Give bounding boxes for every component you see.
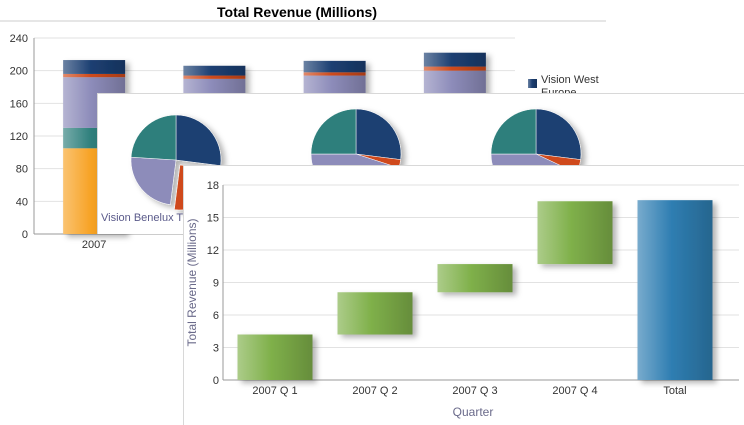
waterfall-bar: [237, 334, 313, 380]
bar-segment: [63, 60, 126, 74]
y-tick-label: 160: [10, 98, 28, 110]
y-tick-label: 80: [16, 164, 28, 176]
waterfall-chart-panel: 0 3 6 9 12 15 18 2007 Q 1 2007 Q 2 2007 Q 3 2007 Q…: [183, 165, 744, 425]
y-tick-label: 240: [10, 33, 28, 45]
y-tick-label: 200: [10, 66, 28, 78]
waterfall-chart: 0 3 6 9 12 15 18 2007 Q 1 2007 Q 2 2007 Q 3 2007 Q…: [185, 180, 739, 419]
y-tick-label: 120: [10, 131, 28, 143]
chart-title: Total Revenue (Millions): [217, 4, 377, 20]
x-tick-label: 2007: [82, 239, 106, 251]
bar-segment: [183, 75, 246, 79]
x-tick-label: Total: [663, 385, 686, 397]
x-axis-title: Quarter: [453, 405, 494, 419]
bar-segment: [423, 52, 486, 67]
pie-slice: [175, 114, 222, 166]
waterfall-bar: [337, 292, 413, 335]
pie-slice: [310, 108, 357, 155]
x-tick-label: 2007 Q 1: [252, 385, 297, 397]
y-tick-label: 0: [22, 229, 28, 241]
x-tick-label: 2007 Q 2: [352, 385, 397, 397]
pie-slice: [535, 108, 582, 160]
x-tick-label: 2007 Q 4: [552, 385, 597, 397]
y-tick-label: 9: [213, 278, 219, 290]
pie-slice: [490, 108, 537, 155]
waterfall-bar: [637, 200, 713, 380]
y-tick-label: 6: [213, 310, 219, 322]
y-tick-label: 18: [207, 180, 219, 192]
pie-slice: [130, 114, 177, 161]
y-tick-label: 3: [213, 343, 219, 355]
bar-segment: [303, 72, 366, 76]
bar-segment: [183, 65, 246, 76]
y-tick-label: 0: [213, 375, 219, 387]
waterfall-bar: [537, 201, 613, 265]
legend-swatch: [528, 79, 537, 88]
y-tick-label: 40: [16, 196, 28, 208]
pie-slice-label: Vision Benelux T: [101, 212, 183, 224]
waterfall-bar: [437, 264, 513, 293]
bar-segment: [63, 73, 126, 78]
y-tick-label: 12: [207, 245, 219, 257]
pie-slice: [130, 156, 177, 205]
pie-slice: [355, 108, 402, 160]
x-tick-label: 2007 Q 3: [452, 385, 497, 397]
y-axis-title: Total Revenue (Millions): [185, 218, 199, 346]
y-tick-label: 15: [207, 213, 219, 225]
bar-segment: [303, 60, 366, 73]
bar-segment: [423, 66, 486, 71]
